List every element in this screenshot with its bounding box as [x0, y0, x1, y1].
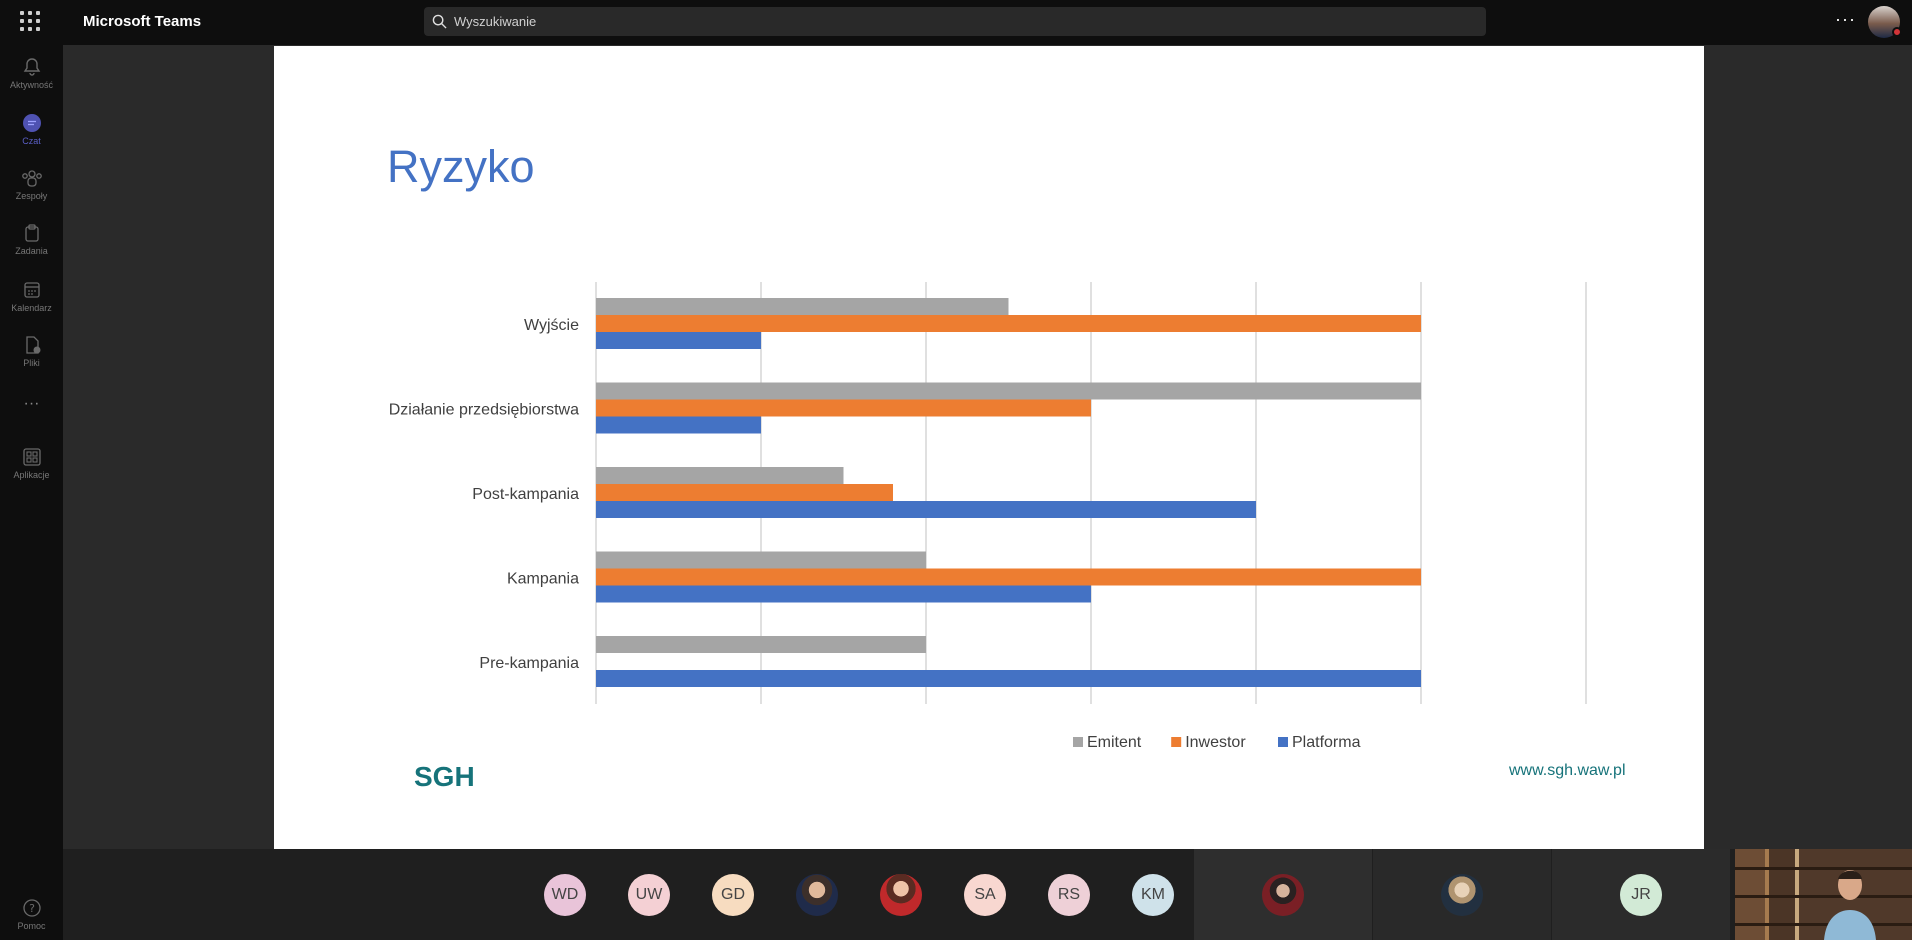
- participant-avatar[interactable]: JR: [1620, 874, 1662, 916]
- tasks-icon: [24, 224, 39, 242]
- legend-label: Inwestor: [1185, 734, 1246, 751]
- rail-item-label: Zespoły: [15, 191, 48, 201]
- apps-icon: [22, 448, 41, 466]
- title-bar: Microsoft Teams Wyszukiwanie ···: [0, 0, 1912, 45]
- rail-item-activity[interactable]: Aktywność: [0, 57, 63, 90]
- rail-item-calendar[interactable]: Kalendarz: [0, 280, 63, 313]
- participant-avatar[interactable]: RS: [1048, 874, 1090, 916]
- category-label: Kampania: [507, 571, 579, 588]
- participant-avatar[interactable]: [796, 874, 838, 916]
- rail-item-label: Aktywność: [9, 80, 53, 90]
- svg-text:?: ?: [29, 902, 35, 915]
- bar-emitent: [596, 636, 926, 653]
- legend-swatch: [1278, 737, 1288, 747]
- participant-initials: RS: [1057, 886, 1081, 903]
- legend-label: Platforma: [1292, 734, 1361, 751]
- participant-initials: KM: [1141, 886, 1165, 903]
- self-video[interactable]: [1735, 849, 1912, 940]
- category-label: Wyjście: [524, 317, 579, 334]
- participant-initials: WD: [551, 886, 579, 903]
- bar-emitent: [596, 382, 1421, 400]
- rail-item-apps[interactable]: Aplikacje: [0, 447, 63, 480]
- chat-icon: [22, 114, 41, 132]
- slide-title: Ryzyko: [387, 141, 535, 192]
- help-icon: ?: [22, 899, 41, 917]
- participant-avatar[interactable]: [880, 874, 922, 916]
- legend-swatch: [1171, 737, 1182, 747]
- rail-item-label: Aplikacje: [13, 470, 50, 480]
- shared-slide: Ryzyko Wyjście Działanie przedsiębiorstwa…: [274, 46, 1704, 849]
- teams-icon: [21, 170, 42, 187]
- participant-avatar[interactable]: SA: [964, 874, 1006, 916]
- category-label: Działanie przedsiębiorstwa: [389, 402, 579, 419]
- bar-emitent: [596, 551, 926, 569]
- legend-label: Emitent: [1087, 734, 1142, 751]
- category-label: Post-kampania: [472, 486, 579, 503]
- app-title: Microsoft Teams: [83, 13, 202, 30]
- rail-item-chat[interactable]: Czat: [0, 113, 63, 146]
- bar-chart: Wyjście Działanie przedsiębiorstwa Post-ka…: [389, 282, 1587, 751]
- rail-item-label: Czat: [22, 136, 41, 146]
- category-label: Pre-kampania: [479, 655, 579, 672]
- participant-avatar[interactable]: GD: [712, 874, 754, 916]
- slide-url: www.sgh.waw.pl: [1509, 762, 1626, 779]
- bar-inwestor: [596, 484, 893, 501]
- file-icon: [25, 336, 40, 354]
- app-launcher-icon[interactable]: [20, 11, 40, 31]
- bar-emitent: [596, 467, 844, 484]
- search-placeholder: Wyszukiwanie: [454, 14, 537, 29]
- participants-bar: WD UW GD SA RS KM JR: [63, 849, 1912, 940]
- bar-platforma: [596, 670, 1421, 687]
- search-input[interactable]: Wyszukiwanie: [424, 7, 1486, 36]
- bar-platforma: [596, 501, 1256, 518]
- more-apps-icon[interactable]: ···: [23, 395, 40, 412]
- rail-item-files[interactable]: Pliki: [0, 335, 63, 368]
- bar-emitent: [596, 298, 1009, 315]
- app-rail: Aktywność Czat Zespoły Zadania Kalendarz…: [0, 45, 63, 940]
- bar-inwestor: [596, 399, 1091, 417]
- rail-item-help[interactable]: ? Pomoc: [0, 898, 63, 931]
- bar-inwestor: [596, 315, 1421, 332]
- bar-platforma: [596, 585, 1091, 603]
- bell-icon: [23, 58, 40, 76]
- rail-item-label: Zadania: [15, 246, 48, 256]
- search-icon: [432, 14, 447, 29]
- rail-item-label: Pliki: [23, 358, 40, 368]
- participant-avatar[interactable]: KM: [1132, 874, 1174, 916]
- rail-item-teams[interactable]: Zespoły: [0, 168, 63, 201]
- bar-platforma: [596, 416, 761, 434]
- calendar-icon: [23, 282, 40, 298]
- legend-swatch: [1073, 737, 1083, 747]
- participant-initials: UW: [635, 886, 663, 903]
- rail-item-label: Kalendarz: [11, 303, 52, 313]
- participant-initials: JR: [1631, 886, 1651, 903]
- participant-avatar[interactable]: UW: [628, 874, 670, 916]
- sgh-logo: SGH: [414, 761, 475, 792]
- participant-initials: SA: [974, 886, 996, 903]
- more-options-icon[interactable]: ···: [1835, 9, 1856, 29]
- self-video-person: [1824, 870, 1876, 940]
- participant-avatar[interactable]: WD: [544, 874, 586, 916]
- rail-item-label: Pomoc: [17, 921, 46, 931]
- participant-avatar[interactable]: [1441, 874, 1483, 916]
- participant-initials: GD: [721, 886, 745, 903]
- participant-avatar[interactable]: [1262, 874, 1304, 916]
- presence-status-icon: [1892, 27, 1902, 37]
- bar-inwestor: [596, 568, 1421, 586]
- bar-platforma: [596, 332, 761, 349]
- rail-item-tasks[interactable]: Zadania: [0, 223, 63, 256]
